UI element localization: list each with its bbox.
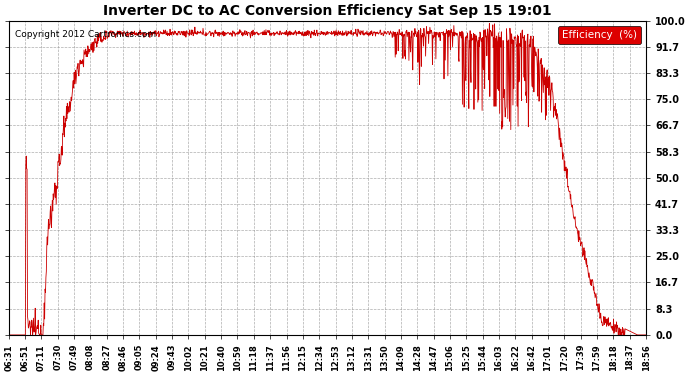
Text: Copyright 2012 Cartronics.com: Copyright 2012 Cartronics.com (15, 30, 156, 39)
Legend: Efficiency  (%): Efficiency (%) (558, 26, 641, 44)
Title: Inverter DC to AC Conversion Efficiency Sat Sep 15 19:01: Inverter DC to AC Conversion Efficiency … (103, 4, 552, 18)
